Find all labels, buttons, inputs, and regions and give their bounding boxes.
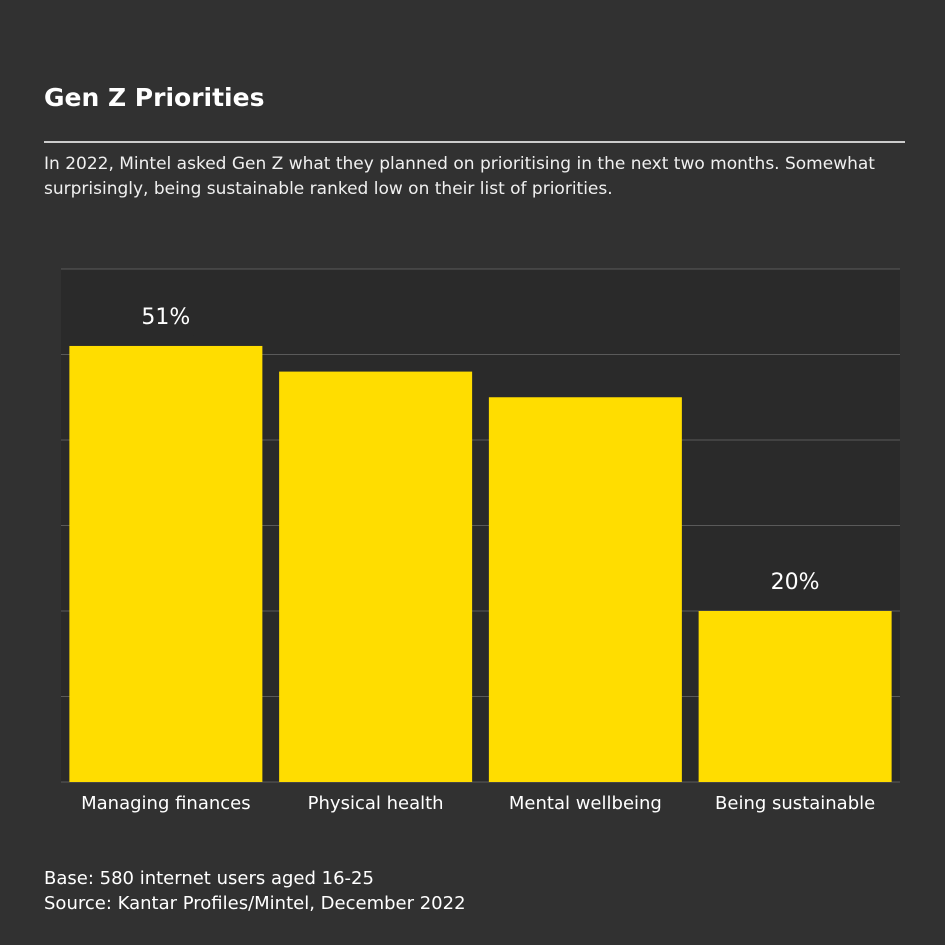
bar (279, 371, 473, 782)
x-tick-label: Managing finances (81, 793, 251, 814)
bar (488, 397, 682, 782)
value-label: 51% (141, 305, 190, 330)
bar (69, 345, 263, 782)
note: Source: Kantar Profiles/Mintel, December… (44, 893, 466, 914)
subtitle: In 2022, Mintel asked Gen Z what they pl… (44, 154, 875, 199)
x-tick-label: Being sustainable (715, 793, 875, 814)
chart-title: Gen Z Priorities (44, 83, 264, 112)
value-label-bg (137, 299, 194, 336)
value-label-bg (767, 565, 824, 601)
value-label: 20% (771, 570, 820, 595)
note: Base: 580 internet users aged 16-25 (44, 868, 374, 889)
x-tick-label: Physical health (308, 793, 444, 814)
bar (698, 611, 892, 782)
x-tick-label: Mental wellbeing (509, 793, 662, 814)
